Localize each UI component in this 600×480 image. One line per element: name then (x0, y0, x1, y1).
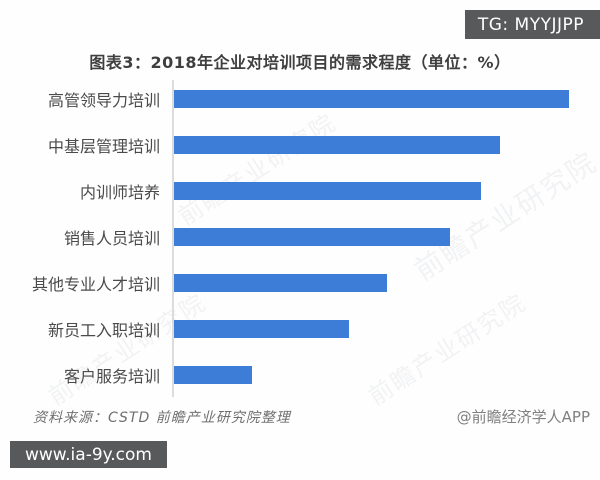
bar (174, 320, 350, 338)
bar-track (174, 90, 600, 108)
bar (174, 182, 481, 200)
bar-track (174, 136, 600, 154)
bar-row: 销售人员培训 (0, 214, 600, 260)
y-axis-line (172, 80, 174, 397)
bar-row: 新员工入职培训 (0, 306, 600, 352)
credit-note: @前瞻经济学人APP (456, 408, 590, 426)
bar-row: 内训师培养 (0, 168, 600, 214)
category-label: 客户服务培训 (63, 367, 160, 386)
bar (174, 274, 387, 292)
bar (174, 366, 253, 384)
tg-watermark-badge: TG: MYYJJPP (464, 10, 600, 39)
bar-track (174, 182, 600, 200)
bar-row: 高管领导力培训 (0, 76, 600, 122)
bar-track (174, 320, 600, 338)
bar-track (174, 274, 600, 292)
bar-chart-plot-area: 高管领导力培训 中基层管理培训内训师培养销售人员培训其他专业人才培训新员工入职培训… (0, 76, 600, 398)
category-label: 销售人员培训 (63, 229, 160, 248)
bar (174, 136, 500, 154)
chart-title: 图表3：2018年企业对培训项目的需求程度（单位：%） (89, 53, 511, 72)
bar (174, 90, 569, 108)
bar (174, 228, 450, 246)
footer: 资料来源：CSTD 前瞻产业研究院整理 @前瞻经济学人APP (33, 406, 590, 427)
bar-track (174, 228, 600, 246)
bar-row: 中基层管理培训 (0, 122, 600, 168)
source-note: 资料来源：CSTD 前瞻产业研究院整理 (33, 410, 291, 426)
category-label: 其他专业人才培训 (31, 275, 160, 294)
url-watermark-badge: www.ia-9y.com (10, 441, 167, 468)
category-label: 新员工入职培训 (47, 321, 160, 340)
category-label: 内训师培养 (79, 183, 160, 202)
bar-row: 其他专业人才培训 (0, 260, 600, 306)
bar-row: 客户服务培训 (0, 352, 600, 398)
bar-track (174, 366, 600, 384)
category-label: 中基层管理培训 (47, 137, 160, 156)
category-label: 高管领导力培训 (47, 91, 160, 110)
